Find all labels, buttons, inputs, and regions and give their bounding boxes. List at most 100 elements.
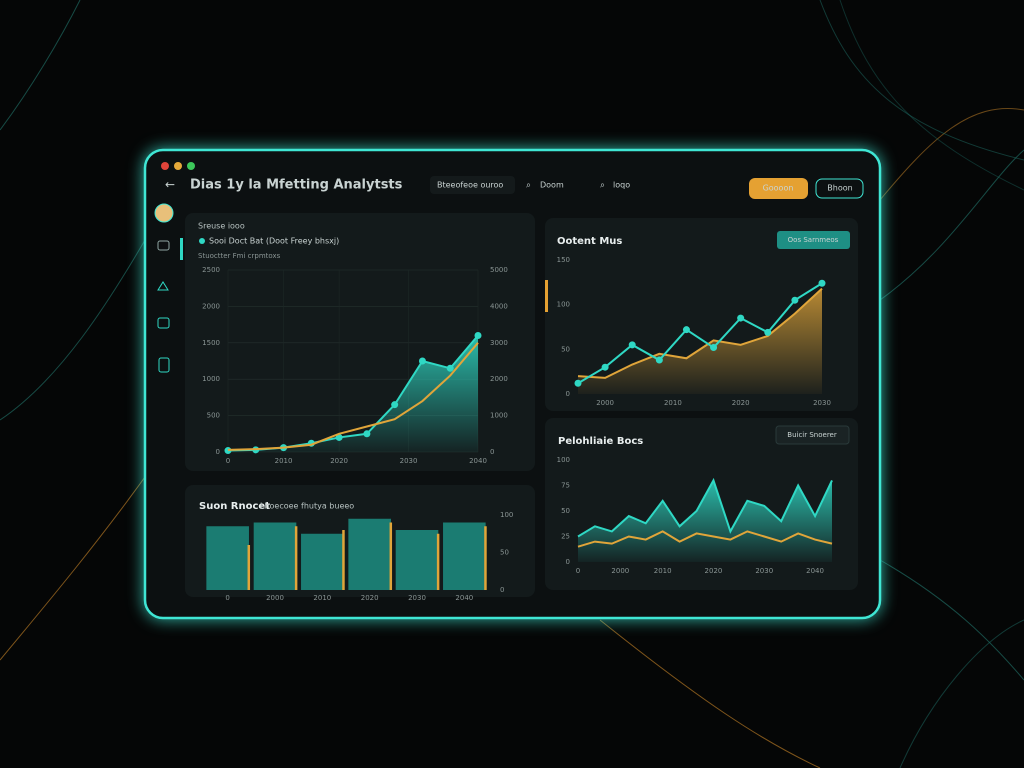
y2-tick-label: 100	[500, 511, 513, 519]
x-tick-label: 2040	[455, 594, 473, 602]
panel-button[interactable]	[777, 231, 850, 249]
point	[391, 401, 399, 409]
icon-search: ⌕	[600, 181, 605, 191]
legend-label: Sooi Doct Bat (Doot Freey bhsxj)	[209, 237, 339, 246]
legend-dot	[199, 238, 205, 244]
x-tick-label: 2010	[664, 399, 682, 407]
nav-icon[interactable]	[158, 357, 170, 373]
panel-button-label: Buicir Snoerer	[787, 431, 837, 439]
secondary-button[interactable]	[815, 178, 864, 199]
x-tick-label: 2010	[275, 457, 293, 465]
nav-icon[interactable]	[157, 281, 169, 291]
y-tick-label: 0	[566, 558, 570, 566]
primary-button-label: Goooon	[763, 184, 794, 193]
x-tick-label: 0	[576, 567, 580, 575]
icon-search: ⌕	[526, 181, 531, 191]
panel-subtitle: Lhoecoee fhutya bueeo	[260, 502, 354, 511]
y-tick-label: 1000	[202, 375, 220, 383]
line	[577, 287, 823, 379]
point	[791, 296, 799, 304]
x-tick-label: 2020	[330, 457, 348, 465]
point	[574, 379, 582, 387]
point	[418, 357, 426, 365]
bar	[301, 533, 344, 590]
app-title: Dias 1y la Mfetting Analytsts	[190, 178, 403, 193]
accent	[545, 280, 548, 312]
x-tick-label: 2040	[469, 457, 487, 465]
header-item[interactable]: loqo	[613, 181, 630, 190]
panel-title: Ootent Mus	[557, 236, 622, 247]
line	[227, 342, 479, 451]
y-tick-label: 2000	[202, 302, 220, 310]
point	[710, 344, 718, 352]
y2-tick-label: 5000	[490, 266, 508, 274]
bar	[294, 526, 298, 590]
bar	[348, 518, 391, 590]
window-maximize[interactable]	[187, 162, 195, 170]
header-item[interactable]: Doom	[540, 181, 564, 190]
nav-icon[interactable]	[157, 240, 170, 251]
x-tick-label: 2000	[266, 594, 284, 602]
y-tick-label: 100	[557, 301, 570, 309]
panel-title: Pelohliaie Bocs	[558, 436, 643, 447]
panel-subtitle: Stuoctter Fmi crpmtoxs	[198, 252, 281, 260]
bar	[436, 533, 440, 590]
window-minimize[interactable]	[174, 162, 182, 170]
line	[577, 530, 833, 548]
bar	[389, 522, 393, 590]
bar	[484, 526, 487, 590]
x-tick-label: 0	[225, 594, 229, 602]
point	[682, 326, 690, 334]
x-tick-label: 0	[226, 457, 230, 465]
point	[628, 341, 636, 349]
x-tick-label: 2020	[361, 594, 379, 602]
line	[577, 282, 823, 385]
point	[655, 356, 663, 364]
point	[818, 279, 826, 287]
y-tick-label: 500	[207, 412, 220, 420]
area	[578, 480, 832, 562]
point	[363, 430, 371, 438]
x-tick-label: 2020	[705, 567, 723, 575]
x-tick-label: 2030	[755, 567, 773, 575]
y-tick-label: 25	[561, 533, 570, 541]
avatar[interactable]	[154, 203, 174, 223]
y2-tick-label: 4000	[490, 302, 508, 310]
x-tick-label: 2030	[408, 594, 426, 602]
nav-active-indicator	[180, 238, 183, 260]
x-tick-label: 2030	[813, 399, 831, 407]
search-text: Bteeofeoe ouroo	[437, 181, 503, 190]
primary-button[interactable]	[749, 178, 808, 199]
point	[335, 433, 343, 441]
point	[446, 364, 454, 372]
secondary-button-label: Bhoon	[827, 184, 852, 193]
search-box[interactable]	[430, 176, 515, 194]
x-tick-label: 2040	[806, 567, 824, 575]
y-tick-label: 50	[561, 345, 570, 353]
y2-tick-label: 1000	[490, 412, 508, 420]
point	[764, 328, 772, 336]
panel-button[interactable]	[775, 425, 850, 445]
x-tick-label: 2000	[611, 567, 629, 575]
bar	[443, 522, 486, 590]
y2-tick-label: 0	[500, 586, 504, 594]
x-tick-label: 2020	[732, 399, 750, 407]
y-tick-label: 75	[561, 482, 570, 490]
area	[578, 288, 822, 394]
y-tick-label: 2500	[202, 266, 220, 274]
y-tick-label: 0	[216, 448, 220, 456]
point	[737, 314, 745, 322]
nav-icon[interactable]	[157, 317, 170, 329]
bar	[247, 545, 251, 590]
bar	[342, 530, 345, 590]
area	[228, 335, 478, 452]
y-tick-label: 50	[561, 507, 570, 515]
window-close[interactable]	[161, 162, 169, 170]
back-button[interactable]: ←	[165, 178, 175, 192]
x-tick-label: 2030	[400, 457, 418, 465]
x-tick-label: 2010	[313, 594, 331, 602]
bar	[206, 526, 249, 590]
y2-tick-label: 3000	[490, 339, 508, 347]
